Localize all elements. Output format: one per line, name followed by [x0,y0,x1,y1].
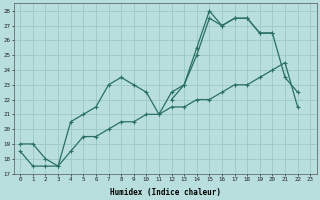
X-axis label: Humidex (Indice chaleur): Humidex (Indice chaleur) [110,188,221,197]
